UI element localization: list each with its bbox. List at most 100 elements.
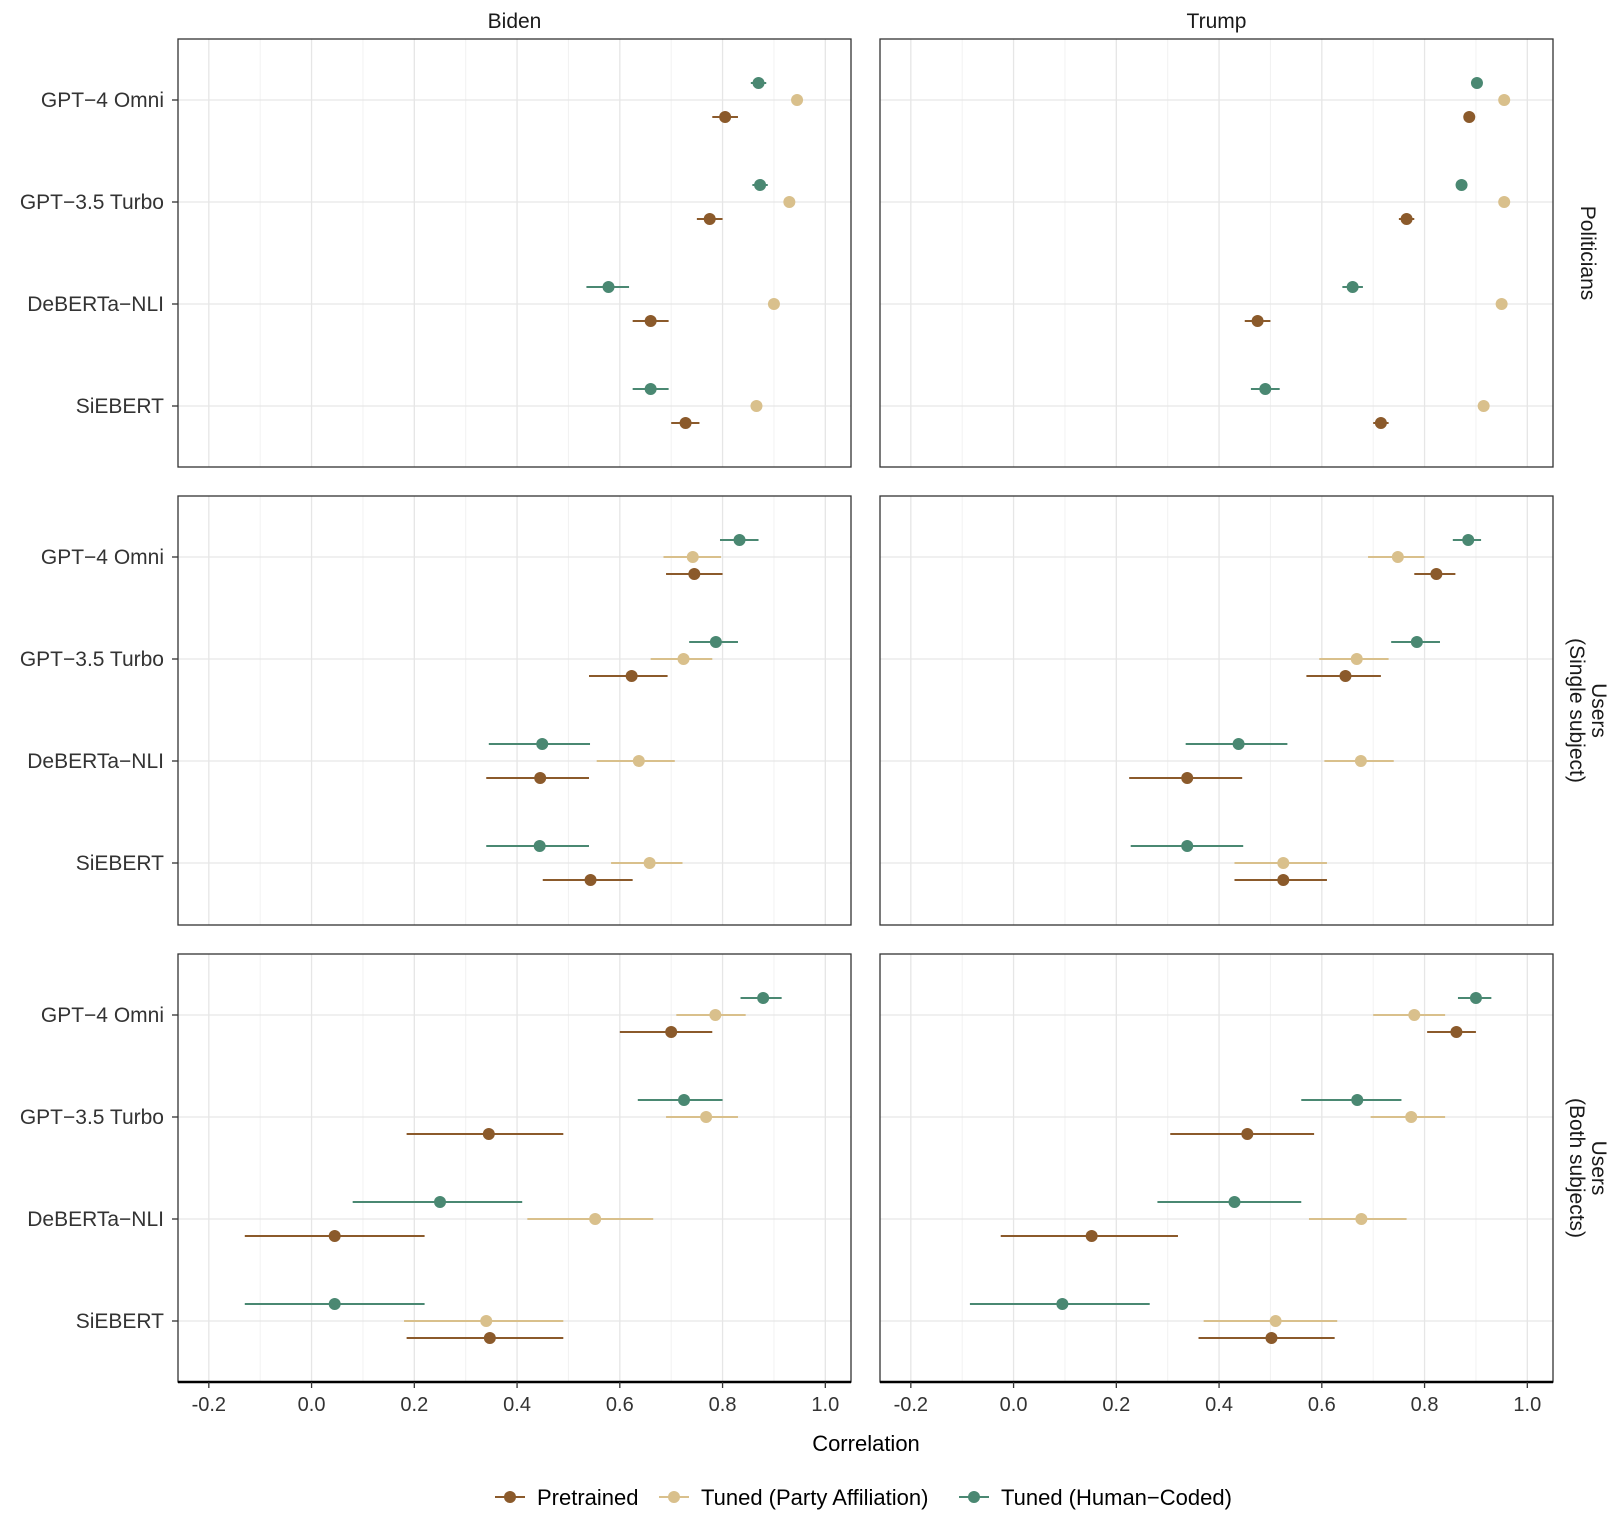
x-tick-label: 0.2 [400,1394,428,1416]
point-pretrained-siebert [1277,874,1290,886]
point-human-gpt-3-5-turbo [1455,179,1468,191]
point-pretrained-deberta-nli [644,315,657,327]
point-pretrained-gpt-3-5-turbo [703,213,716,225]
point-human-siebert [533,840,546,852]
row-strip-label-line: Politicians [1576,206,1599,301]
point-pretrained-deberta-nli [1181,772,1194,784]
point-human-gpt-3-5-turbo [1410,636,1423,648]
panel-trump-politicians-border [879,38,1554,468]
panel-trump-politicians-background [880,39,1553,467]
point-pretrained-siebert [584,874,597,886]
row-strip-label-users-both-subjects: Users(Both subjects) [1565,1098,1610,1238]
point-pretrained-siebert [1374,417,1387,429]
point-pretrained-deberta-nli [534,772,547,784]
panel-biden-users-single-subject-background [178,496,851,925]
legend-key-point-pretrained [504,1491,516,1503]
x-tick-label: 0.6 [606,1394,634,1416]
y-tick-label-gpt-4-omni: GPT−4 Omni [41,546,164,569]
point-party-gpt-4-omni [1391,551,1404,563]
point-pretrained-deberta-nli [328,1230,341,1242]
column-strip-label-trump: Trump [1187,10,1247,33]
point-human-siebert [1181,840,1194,852]
row-strip-label-politicians: Politicians [1576,206,1599,301]
column-strip-label-biden: Biden [488,10,542,33]
point-party-siebert [1477,400,1490,412]
y-tick-label-gpt-3-5-turbo: GPT−3.5 Turbo [20,191,164,214]
point-party-deberta-nli [767,298,780,310]
point-human-gpt-3-5-turbo [1351,1094,1364,1106]
y-tick-label-deberta-nli: DeBERTa−NLI [27,750,164,773]
x-tick-label: -0.2 [192,1394,226,1416]
point-pretrained-siebert [1265,1332,1278,1344]
x-tick-label: 0.0 [298,1394,326,1416]
x-tick-label: 1.0 [811,1394,839,1416]
x-axis-title: Correlation [812,1431,920,1456]
point-human-deberta-nli [1228,1196,1241,1208]
legend-key-point-party [668,1491,680,1503]
point-party-gpt-3-5-turbo [677,653,690,665]
point-pretrained-gpt-4-omni [719,111,732,123]
point-party-siebert [480,1315,493,1327]
point-pretrained-gpt-4-omni [1450,1026,1463,1038]
x-tick-label: 0.8 [1411,1394,1439,1416]
panel-trump-users-single-subject-border [879,495,1554,926]
row-strip-label-line: Users [1587,683,1610,738]
panel-biden-politicians-border [177,38,852,468]
panel-biden-users-both-subjects-background [178,954,851,1382]
point-pretrained-gpt-4-omni [1430,568,1443,580]
row-strip-label-line: (Single subject) [1565,638,1588,783]
y-tick-label-deberta-nli: DeBERTa−NLI [27,1208,164,1231]
point-pretrained-gpt-3-5-turbo [1400,213,1413,225]
point-human-gpt-3-5-turbo [709,636,722,648]
panel-biden-politicians-background [178,39,851,467]
y-tick-label-gpt-4-omni: GPT−4 Omni [41,1004,164,1027]
point-party-gpt-3-5-turbo [1405,1111,1418,1123]
row-strip-label-users-single-subject: Users(Single subject) [1565,638,1610,783]
y-tick-label-deberta-nli: DeBERTa−NLI [27,293,164,316]
point-pretrained-siebert [483,1332,496,1344]
point-party-gpt-4-omni [791,94,804,106]
point-human-siebert [328,1298,341,1310]
point-human-gpt-4-omni [752,77,765,89]
point-party-siebert [1277,857,1290,869]
point-party-siebert [750,400,763,412]
x-tick-label: 1.0 [1513,1394,1541,1416]
point-pretrained-gpt-4-omni [688,568,701,580]
x-tick-label: 0.4 [503,1394,531,1416]
point-pretrained-gpt-3-5-turbo [1241,1128,1254,1140]
point-pretrained-siebert [679,417,692,429]
point-human-gpt-4-omni [1470,77,1483,89]
x-tick-label: 0.8 [709,1394,737,1416]
legend-label-pretrained: Pretrained [537,1485,639,1510]
x-tick-label: 0.0 [1000,1394,1028,1416]
legend-key-point-human [968,1491,980,1503]
point-party-siebert [1269,1315,1282,1327]
point-party-gpt-3-5-turbo [700,1111,713,1123]
point-pretrained-gpt-4-omni [1463,111,1476,123]
point-party-gpt-4-omni [1498,94,1511,106]
point-human-deberta-nli [602,281,615,293]
x-tick-label: 0.6 [1308,1394,1336,1416]
point-party-deberta-nli [632,755,645,767]
point-pretrained-gpt-3-5-turbo [625,670,638,682]
point-party-deberta-nli [1355,1213,1368,1225]
point-party-gpt-4-omni [686,551,699,563]
point-pretrained-deberta-nli [1251,315,1264,327]
row-strip-label-line: Users [1587,1141,1610,1196]
point-pretrained-gpt-3-5-turbo [1339,670,1352,682]
x-tick-label: 0.2 [1102,1394,1130,1416]
point-human-gpt-4-omni [1462,534,1475,546]
point-human-gpt-4-omni [757,992,770,1004]
point-human-gpt-4-omni [1469,992,1482,1004]
legend-label-human: Tuned (Human−Coded) [1001,1485,1232,1510]
point-party-gpt-4-omni [1408,1009,1421,1021]
point-human-deberta-nli [536,738,549,750]
point-human-deberta-nli [1346,281,1359,293]
y-tick-label-siebert: SiEBERT [76,395,164,418]
x-tick-label: 0.4 [1205,1394,1233,1416]
point-party-gpt-3-5-turbo [1350,653,1363,665]
y-tick-label-siebert: SiEBERT [76,852,164,875]
point-human-deberta-nli [434,1196,447,1208]
point-human-deberta-nli [1232,738,1245,750]
